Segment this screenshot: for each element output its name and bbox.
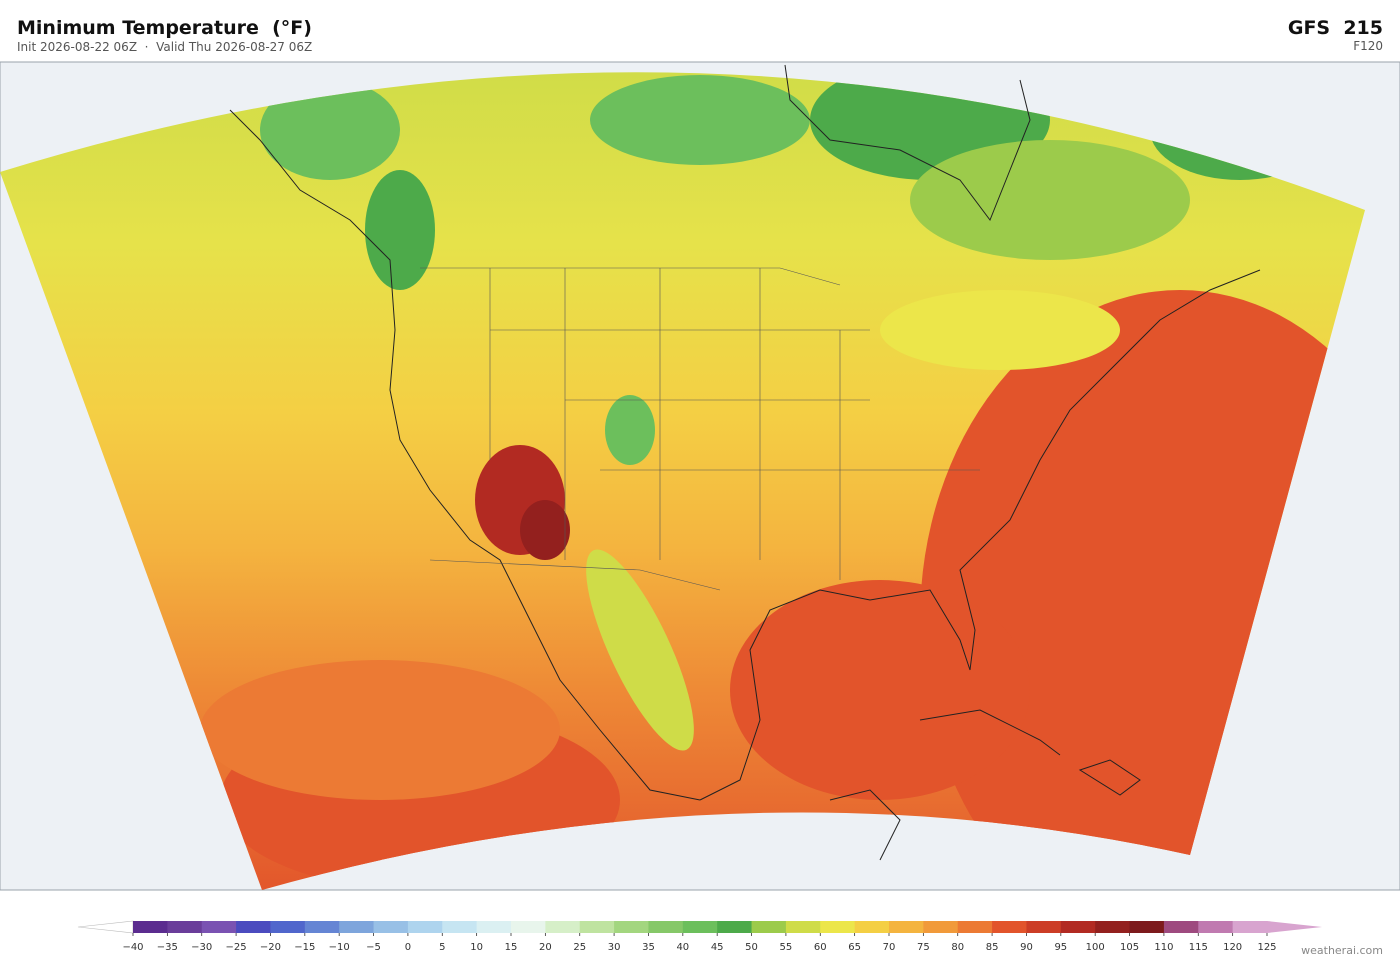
colorbar-tick-label: 90 [1020, 942, 1033, 953]
colorbar-tick-label: −35 [157, 942, 178, 953]
colorbar-segment [167, 921, 203, 933]
colorbar-tick-label: 95 [1054, 942, 1067, 953]
colorbar-segment [133, 921, 168, 933]
colorbar-tick-label: 0 [405, 942, 411, 953]
colorbar-segment [614, 921, 649, 933]
colorbar-tick-label: 100 [1086, 942, 1105, 953]
colorbar-segment [682, 921, 718, 933]
colorbar-tick-label: 125 [1257, 942, 1276, 953]
colorbar-segment [476, 921, 512, 933]
colorbar-tick-label: 60 [814, 942, 827, 953]
colorbar-tick-label: −20 [260, 942, 281, 953]
colorbar-segment [579, 921, 615, 933]
colorbar-segment [751, 921, 787, 933]
colorbar-segment [339, 921, 375, 933]
colorbar-tick-label: −30 [191, 942, 212, 953]
coastlines [229, 64, 1261, 861]
colorbar-tick-label: 85 [986, 942, 999, 953]
colorbar-tick-label: −10 [329, 942, 350, 953]
colorbar-tick-label: 30 [608, 942, 621, 953]
colorbar-tick-label: −25 [226, 942, 247, 953]
colorbar-segment [407, 921, 443, 933]
colorbar-segment [1198, 921, 1234, 933]
map-title: Minimum Temperature (°F) [17, 17, 312, 39]
state-borders [420, 267, 980, 591]
watermark: weatherai.com [1301, 944, 1383, 957]
colorbar-segment [511, 921, 546, 933]
colorbar-segment [854, 921, 890, 933]
colorbar-tick-label: 80 [951, 942, 964, 953]
colorbar-segment [373, 921, 409, 933]
colorbar-tick-label: 35 [642, 942, 655, 953]
colorbar-segment [648, 921, 684, 933]
colorbar-segment [545, 921, 581, 933]
colorbar-segment [992, 921, 1027, 933]
colorbar-under [77, 920, 134, 934]
colorbar-segment [304, 921, 340, 933]
colorbar-segment [717, 921, 753, 933]
forecast-hour: F120 [1353, 39, 1383, 53]
colorbar-tick-label: −5 [366, 942, 381, 953]
colorbar-tick-label: 55 [780, 942, 793, 953]
colorbar-tick-label: 5 [439, 942, 445, 953]
colorbar-segment [957, 921, 993, 933]
colorbar-segment [442, 921, 478, 933]
map-subtitle: Init 2026-08-22 06Z · Valid Thu 2026-08-… [17, 40, 312, 54]
colorbar-segment [236, 921, 271, 933]
colorbar-over [1267, 921, 1322, 933]
colorbar-segment [1095, 921, 1131, 933]
colorbar-tick-label: 65 [848, 942, 861, 953]
colorbar-tick-label: 50 [745, 942, 758, 953]
colorbar-segment [820, 921, 856, 933]
colorbar-segment [270, 921, 306, 933]
colorbar-segment [785, 921, 821, 933]
colorbar-tick-label: 45 [711, 942, 724, 953]
colorbar-tick-label: −15 [294, 942, 315, 953]
colorbar-tick-label: −40 [122, 942, 143, 953]
model-name: GFS 215 [1288, 17, 1383, 39]
colorbar-tick-label: 15 [505, 942, 518, 953]
colorbar-tick-label: 75 [917, 942, 930, 953]
colorbar-segment [1060, 921, 1096, 933]
colorbar-tick-label: 115 [1189, 942, 1208, 953]
colorbar-tick-label: 110 [1154, 942, 1173, 953]
colorbar-tick-label: 70 [883, 942, 896, 953]
colorbar-segment [889, 921, 924, 933]
colorbar-segment [1232, 921, 1268, 933]
colorbar-segment [1129, 921, 1165, 933]
colorbar-tick-label: 20 [539, 942, 552, 953]
colorbar: −40 −35 −30 −25 −20 −15 −10 −5 0 5 10 15 20 25 30 35 40 4… [77, 920, 1322, 953]
colorbar-segment [1026, 921, 1062, 933]
colorbar-segment [923, 921, 959, 933]
colorbar-tick-label: 25 [573, 942, 586, 953]
colorbar-segment [201, 921, 237, 933]
colorbar-tick-label: 120 [1223, 942, 1242, 953]
colorbar-segment [1163, 921, 1199, 933]
temperature-field [0, 72, 1365, 890]
colorbar-tick-label: 40 [676, 942, 689, 953]
colorbar-tick-label: 10 [470, 942, 483, 953]
colorbar-tick-label: 105 [1120, 942, 1139, 953]
